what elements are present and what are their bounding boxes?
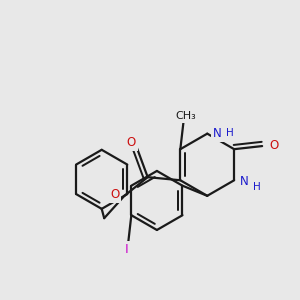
Text: I: I	[125, 243, 128, 256]
Text: N: N	[213, 127, 221, 140]
Text: N: N	[240, 175, 248, 188]
Text: O: O	[110, 188, 119, 201]
Text: H: H	[226, 128, 234, 138]
Text: O: O	[127, 136, 136, 149]
Text: H: H	[253, 182, 261, 192]
Text: CH₃: CH₃	[176, 111, 196, 121]
Text: O: O	[269, 139, 278, 152]
